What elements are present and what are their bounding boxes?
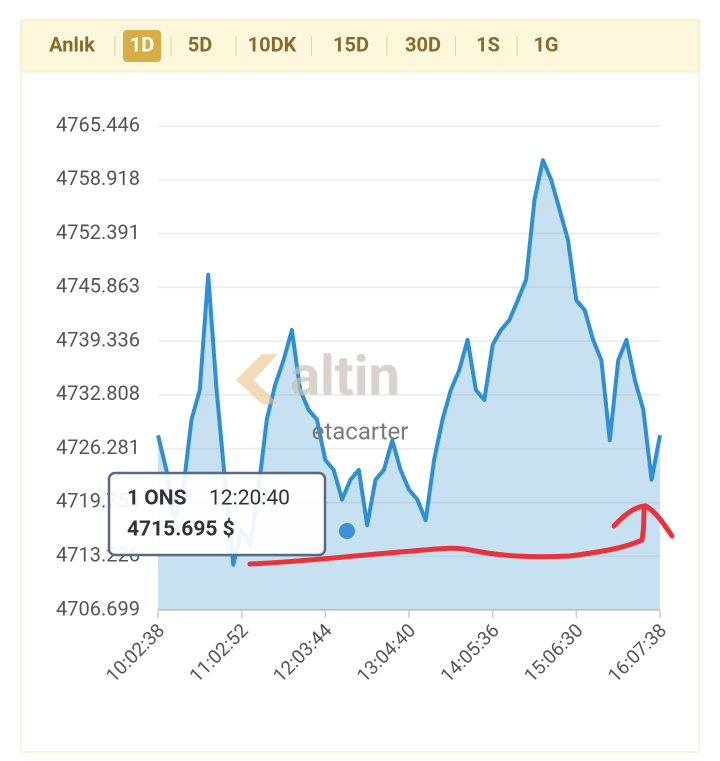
tooltip-time: 12:20:40 [209, 487, 290, 511]
tabs: Anlık 1D 5D 10DK 15D 30D 1S 1G [49, 30, 559, 62]
tab[interactable]: 1S [476, 32, 500, 56]
y-tick-label: 4706.699 [56, 596, 140, 620]
y-tick-label: 4758.918 [56, 166, 140, 190]
tooltip-value: 4715.695 $ [127, 518, 235, 542]
tooltip [107, 471, 327, 557]
tab[interactable]: 30D [405, 32, 441, 56]
y-tick-label: 4765.446 [56, 112, 140, 136]
tab[interactable]: Anlık [49, 32, 95, 56]
tab[interactable]: 5D [188, 32, 212, 56]
y-tick-label: 4726.281 [56, 435, 140, 459]
y-tick-label: 4745.863 [56, 274, 140, 298]
hover-dot [339, 523, 355, 539]
tab[interactable]: 1D [130, 32, 154, 56]
watermark-logo: altin [290, 343, 400, 409]
y-tick-label: 4732.808 [56, 381, 140, 405]
y-tick-label: 4739.336 [56, 327, 140, 351]
watermark-icon [236, 354, 278, 404]
hand-annotation [247, 503, 675, 567]
tab[interactable]: 10DK [248, 32, 297, 56]
tab[interactable]: 1G [533, 32, 558, 56]
tab-active-bg [123, 30, 161, 62]
watermark-user: etacarter [312, 417, 409, 445]
chart-panel [20, 71, 700, 753]
tooltip-label: 1 ONS [127, 487, 187, 511]
tab[interactable]: 15D [333, 32, 369, 56]
y-tick-label: 4752.391 [56, 220, 140, 244]
